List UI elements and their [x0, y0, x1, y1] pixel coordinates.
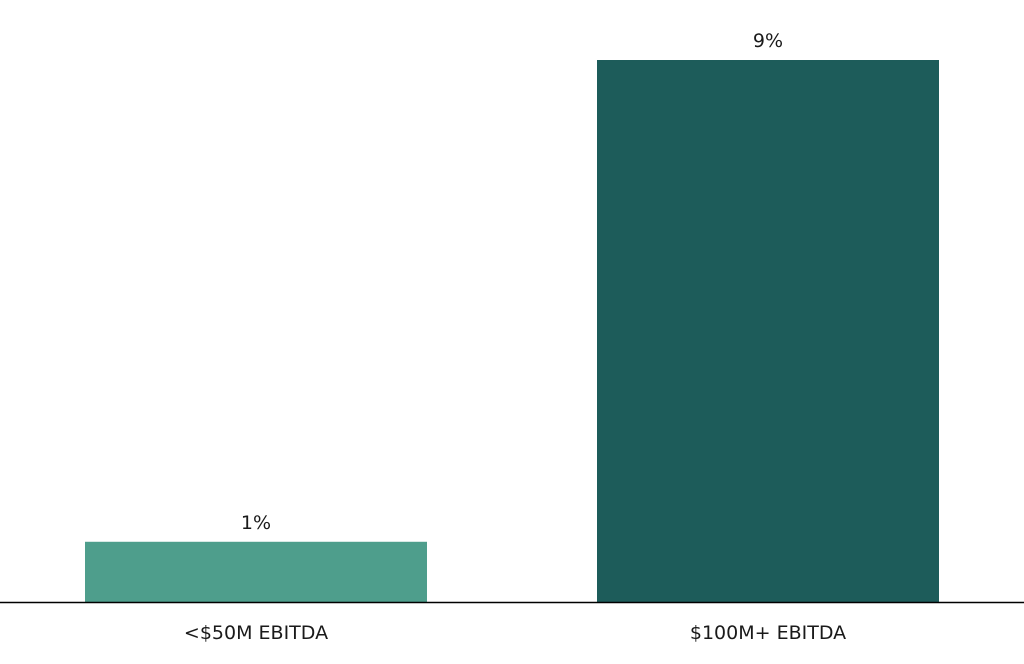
data-labels-layer: 1% 9% — [241, 30, 783, 534]
data-label-1: 9% — [753, 30, 783, 52]
bars-layer — [85, 60, 939, 602]
bar-1 — [597, 60, 939, 602]
category-tick-labels-layer: <$50M EBITDA $100M+ EBITDA — [184, 622, 846, 644]
bar-0 — [85, 541, 427, 602]
category-tick-label-1: $100M+ EBITDA — [690, 622, 846, 644]
data-label-0: 1% — [241, 512, 271, 534]
category-tick-label-0: <$50M EBITDA — [184, 622, 328, 644]
